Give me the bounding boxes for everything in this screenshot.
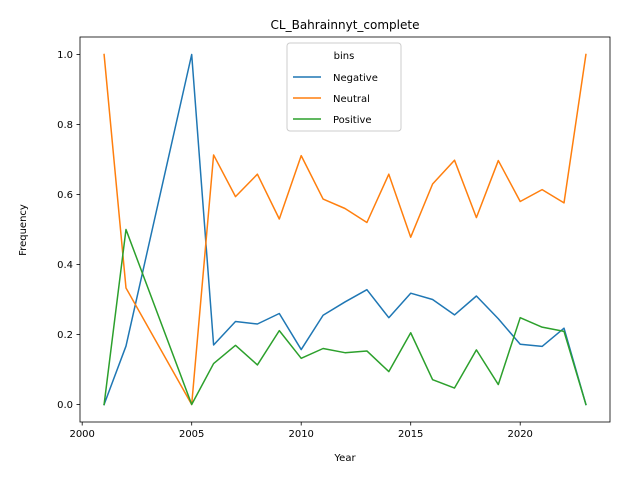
- x-tick-label: 2010: [288, 429, 313, 440]
- y-tick-label: 0.4: [57, 260, 73, 271]
- x-tick-label: 2005: [179, 429, 204, 440]
- y-tick-label: 0.2: [57, 330, 73, 341]
- y-tick-label: 0.8: [57, 120, 73, 131]
- y-tick-label: 0.6: [57, 190, 73, 201]
- x-axis-label: Year: [333, 453, 356, 464]
- x-tick-label: 2020: [507, 429, 532, 440]
- legend: bins Negative Neutral Positive: [287, 43, 401, 131]
- legend-label-neutral: Neutral: [333, 94, 370, 105]
- x-tick-label: 2015: [398, 429, 423, 440]
- y-axis-label: Frequency: [18, 204, 29, 256]
- y-tick-label: 1.0: [57, 50, 73, 61]
- legend-title: bins: [334, 51, 355, 62]
- y-tick-label: 0.0: [57, 400, 73, 411]
- chart-title: CL_Bahrainnyt_complete: [271, 18, 420, 32]
- legend-label-positive: Positive: [333, 115, 372, 126]
- x-tick-label: 2000: [69, 429, 94, 440]
- legend-label-negative: Negative: [333, 73, 378, 84]
